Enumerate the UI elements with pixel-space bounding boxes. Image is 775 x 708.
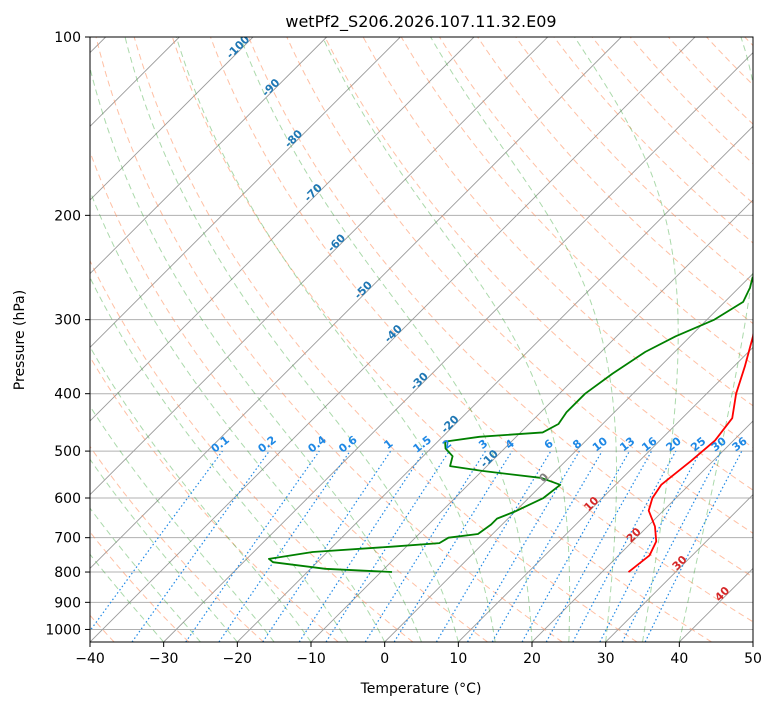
- isotherm-line: [458, 346, 753, 642]
- mixing-ratio-line: [218, 450, 351, 642]
- isotherm-line: [90, 37, 254, 201]
- moist-adiabat-line: [90, 553, 165, 642]
- mixing-ratio-line: [185, 450, 320, 642]
- dry-adiabat-line: [210, 37, 753, 623]
- dry-adiabat-line: [171, 37, 712, 642]
- isotherm-line: [605, 494, 753, 642]
- y-tick-label: 1000: [45, 622, 81, 638]
- profile-lines: [268, 276, 753, 573]
- isotherm-line: [90, 37, 548, 496]
- moist-adiabat-line: [239, 37, 533, 642]
- x-tick-label: 30: [597, 651, 615, 667]
- mixing-ratio-line: [393, 450, 513, 642]
- isotherm-line: [531, 420, 753, 642]
- y-tick-label: 600: [54, 491, 81, 507]
- dry-adiabat-line: [248, 37, 753, 578]
- x-tick-label: 10: [449, 651, 467, 667]
- moist-adiabat-line: [175, 37, 496, 642]
- reference-lines: [90, 37, 753, 642]
- isotherm-line: [237, 125, 753, 642]
- x-tick-label: −30: [149, 651, 179, 667]
- moist-adiabat-line: [90, 458, 238, 642]
- isotherm-line: [90, 37, 327, 275]
- plot-frame: [89, 36, 754, 643]
- y-axis: 1000 900 800 700 600 500 400 300 200 100: [45, 30, 90, 638]
- moist-adiabat-line: [322, 37, 571, 642]
- chart-title: wetPf2_S206.2026.107.11.32.E09: [285, 12, 556, 32]
- x-tick-label: 50: [744, 651, 762, 667]
- dry-adiabat-line: [515, 37, 753, 284]
- y-tick-label: 200: [54, 208, 81, 224]
- y-axis-title: Pressure (hPa): [12, 290, 28, 390]
- isotherm-line: [163, 52, 753, 642]
- dry-adiabat-line: [90, 259, 414, 642]
- mixing-ratio-line: [325, 450, 450, 642]
- mixing-ratio-line: [131, 450, 270, 642]
- moist-adiabat-line: [430, 37, 618, 642]
- mixing-ratio-line: [572, 450, 677, 642]
- x-tick-label: −20: [223, 651, 253, 667]
- moist-adiabat-line: [90, 405, 275, 642]
- x-axis-title: Temperature (°C): [360, 681, 482, 697]
- moist-adiabat-line: [574, 37, 679, 642]
- temperature-profile-line: [627, 329, 753, 573]
- mixing-ratio-line: [644, 450, 743, 642]
- x-tick-label: 40: [670, 651, 688, 667]
- moist-adiabat-line: [678, 37, 753, 642]
- moist-adiabat-line: [90, 189, 386, 642]
- dry-adiabat-line: [133, 37, 638, 642]
- moist-adiabat-line: [90, 507, 201, 642]
- y-tick-label: 800: [54, 565, 81, 581]
- y-tick-label: 500: [54, 444, 81, 460]
- y-tick-label: 400: [54, 387, 81, 403]
- isotherm-line: [90, 37, 401, 348]
- moist-adiabat-line: [90, 66, 422, 642]
- isotherm-line: [90, 37, 696, 642]
- isotherm-line: [90, 37, 622, 569]
- isotherm-line: [90, 37, 475, 422]
- y-tick-label: 100: [54, 30, 81, 46]
- dry-adiabat-line: [324, 37, 753, 491]
- dry-adiabat-line: [286, 37, 753, 534]
- mixing-ratio-line: [262, 450, 392, 642]
- mixing-ratio-line: [521, 450, 631, 642]
- x-tick-label: 20: [523, 651, 541, 667]
- x-tick-label: −10: [296, 651, 326, 667]
- moist-adiabat-line: [90, 276, 349, 642]
- dry-adiabat-line: [90, 445, 264, 642]
- dry-adiabat-line: [95, 37, 563, 642]
- y-tick-label: 700: [54, 531, 81, 547]
- dry-adiabat-line: [90, 356, 339, 642]
- x-tick-label: −40: [75, 651, 105, 667]
- mixing-ratio-line: [545, 450, 653, 642]
- isotherm-line: [384, 273, 753, 642]
- dewpoint-profile-line: [268, 276, 753, 573]
- moist-adiabat-line: [90, 345, 312, 642]
- x-tick-label: 0: [380, 651, 389, 667]
- y-tick-label: 300: [54, 313, 81, 329]
- mixing-ratio-line: [298, 450, 425, 642]
- moist-adiabat-line: [124, 37, 459, 642]
- y-tick-label: 900: [54, 595, 81, 611]
- x-axis: −40 −30 −20 −10 0 10 20 30 40 50: [75, 642, 762, 667]
- mixing-ratio-line: [90, 450, 223, 632]
